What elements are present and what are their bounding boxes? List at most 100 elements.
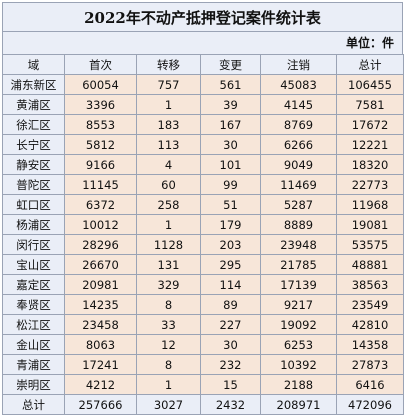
total-cell: 17672 [336, 114, 404, 135]
cancel-cell: 9217 [260, 294, 337, 315]
table-row: 长宁区 5812 113 30 6266 12221 [2, 134, 404, 155]
change-cell: 89 [200, 294, 261, 315]
total-cell: 48881 [336, 254, 404, 275]
total-cell: 27873 [336, 354, 404, 375]
transfer-cell: 1 [136, 94, 201, 115]
transfer-cell: 33 [136, 314, 201, 335]
transfer-cell: 131 [136, 254, 201, 275]
total-cell: 106455 [336, 74, 404, 95]
column-header-change: 变更 [200, 54, 261, 75]
table-row: 闵行区 28296 1128 203 23948 53575 [2, 234, 404, 255]
total-cell: 7581 [336, 94, 404, 115]
change-cell: 39 [200, 94, 261, 115]
table-row: 徐汇区 8553 183 167 8769 17672 [2, 114, 404, 135]
cancel-cell: 8769 [260, 114, 337, 135]
cancel-cell: 9049 [260, 154, 337, 175]
table-row: 宝山区 26670 131 295 21785 48881 [2, 254, 404, 275]
change-cell: 15 [200, 374, 261, 395]
cancel-cell: 10392 [260, 354, 337, 375]
transfer-cell: 60 [136, 174, 201, 195]
change-cell: 30 [200, 134, 261, 155]
cancel-cell: 23948 [260, 234, 337, 255]
cancel-cell: 17139 [260, 274, 337, 295]
first-cell: 9166 [64, 154, 137, 175]
total-row-first-cell: 257666 [64, 394, 137, 415]
region-cell: 崇明区 [2, 374, 65, 395]
table-row: 杨浦区 10012 1 179 8889 19081 [2, 214, 404, 235]
transfer-cell: 183 [136, 114, 201, 135]
change-cell: 101 [200, 154, 261, 175]
change-cell: 167 [200, 114, 261, 135]
transfer-cell: 258 [136, 194, 201, 215]
change-cell: 227 [200, 314, 261, 335]
total-cell: 19081 [336, 214, 404, 235]
first-cell: 11145 [64, 174, 137, 195]
transfer-cell: 1 [136, 374, 201, 395]
table-row: 崇明区 4212 1 15 2188 6416 [2, 374, 404, 395]
table-row: 金山区 8063 12 30 6253 14358 [2, 334, 404, 355]
statistics-table: 域 首次 转移 变更 注销 总计 浦东新区 60054 757 561 45083 106… [2, 54, 404, 415]
total-cell: 53575 [336, 234, 404, 255]
change-cell: 51 [200, 194, 261, 215]
change-cell: 203 [200, 234, 261, 255]
region-cell: 松江区 [2, 314, 65, 335]
region-cell: 宝山区 [2, 254, 65, 275]
change-cell: 99 [200, 174, 261, 195]
first-cell: 5812 [64, 134, 137, 155]
region-cell: 奉贤区 [2, 294, 65, 315]
table-title: 2022年不动产抵押登记案件统计表 [2, 2, 403, 32]
total-cell: 38563 [336, 274, 404, 295]
first-cell: 4212 [64, 374, 137, 395]
cancel-cell: 5287 [260, 194, 337, 215]
transfer-cell: 8 [136, 294, 201, 315]
column-header-total: 总计 [336, 54, 404, 75]
total-row-total-cell: 472096 [336, 394, 404, 415]
cancel-cell: 21785 [260, 254, 337, 275]
first-cell: 3396 [64, 94, 137, 115]
table-body: 浦东新区 60054 757 561 45083 106455 黄浦区 3396 1 39 4145… [2, 74, 404, 415]
region-cell: 长宁区 [2, 134, 65, 155]
change-cell: 232 [200, 354, 261, 375]
cancel-cell: 6266 [260, 134, 337, 155]
table-row: 浦东新区 60054 757 561 45083 106455 [2, 74, 404, 95]
table-row: 黄浦区 3396 1 39 4145 7581 [2, 94, 404, 115]
total-cell: 18320 [336, 154, 404, 175]
column-header-first: 首次 [64, 54, 137, 75]
transfer-cell: 113 [136, 134, 201, 155]
total-cell: 12221 [336, 134, 404, 155]
region-cell: 金山区 [2, 334, 65, 355]
total-cell: 42810 [336, 314, 404, 335]
region-cell: 黄浦区 [2, 94, 65, 115]
change-cell: 561 [200, 74, 261, 95]
total-cell: 11968 [336, 194, 404, 215]
first-cell: 10012 [64, 214, 137, 235]
first-cell: 60054 [64, 74, 137, 95]
table-row: 青浦区 17241 8 232 10392 27873 [2, 354, 404, 375]
table-row: 静安区 9166 4 101 9049 18320 [2, 154, 404, 175]
column-header-region: 域 [2, 54, 65, 75]
table-row: 普陀区 11145 60 99 11469 22773 [2, 174, 404, 195]
first-cell: 8063 [64, 334, 137, 355]
transfer-cell: 1128 [136, 234, 201, 255]
total-cell: 23549 [336, 294, 404, 315]
region-cell: 浦东新区 [2, 74, 65, 95]
transfer-cell: 12 [136, 334, 201, 355]
cancel-cell: 4145 [260, 94, 337, 115]
first-cell: 26670 [64, 254, 137, 275]
transfer-cell: 8 [136, 354, 201, 375]
first-cell: 23458 [64, 314, 137, 335]
table-row: 虹口区 6372 258 51 5287 11968 [2, 194, 404, 215]
table-row: 嘉定区 20981 329 114 17139 38563 [2, 274, 404, 295]
region-cell: 普陀区 [2, 174, 65, 195]
table-row: 松江区 23458 33 227 19092 42810 [2, 314, 404, 335]
total-cell: 6416 [336, 374, 404, 395]
change-cell: 114 [200, 274, 261, 295]
region-cell: 青浦区 [2, 354, 65, 375]
region-cell: 闵行区 [2, 234, 65, 255]
cancel-cell: 11469 [260, 174, 337, 195]
unit-label: 单位：件 [2, 32, 403, 54]
header-row: 域 首次 转移 变更 注销 总计 [2, 54, 404, 75]
change-cell: 30 [200, 334, 261, 355]
total-row-change-cell: 2432 [200, 394, 261, 415]
